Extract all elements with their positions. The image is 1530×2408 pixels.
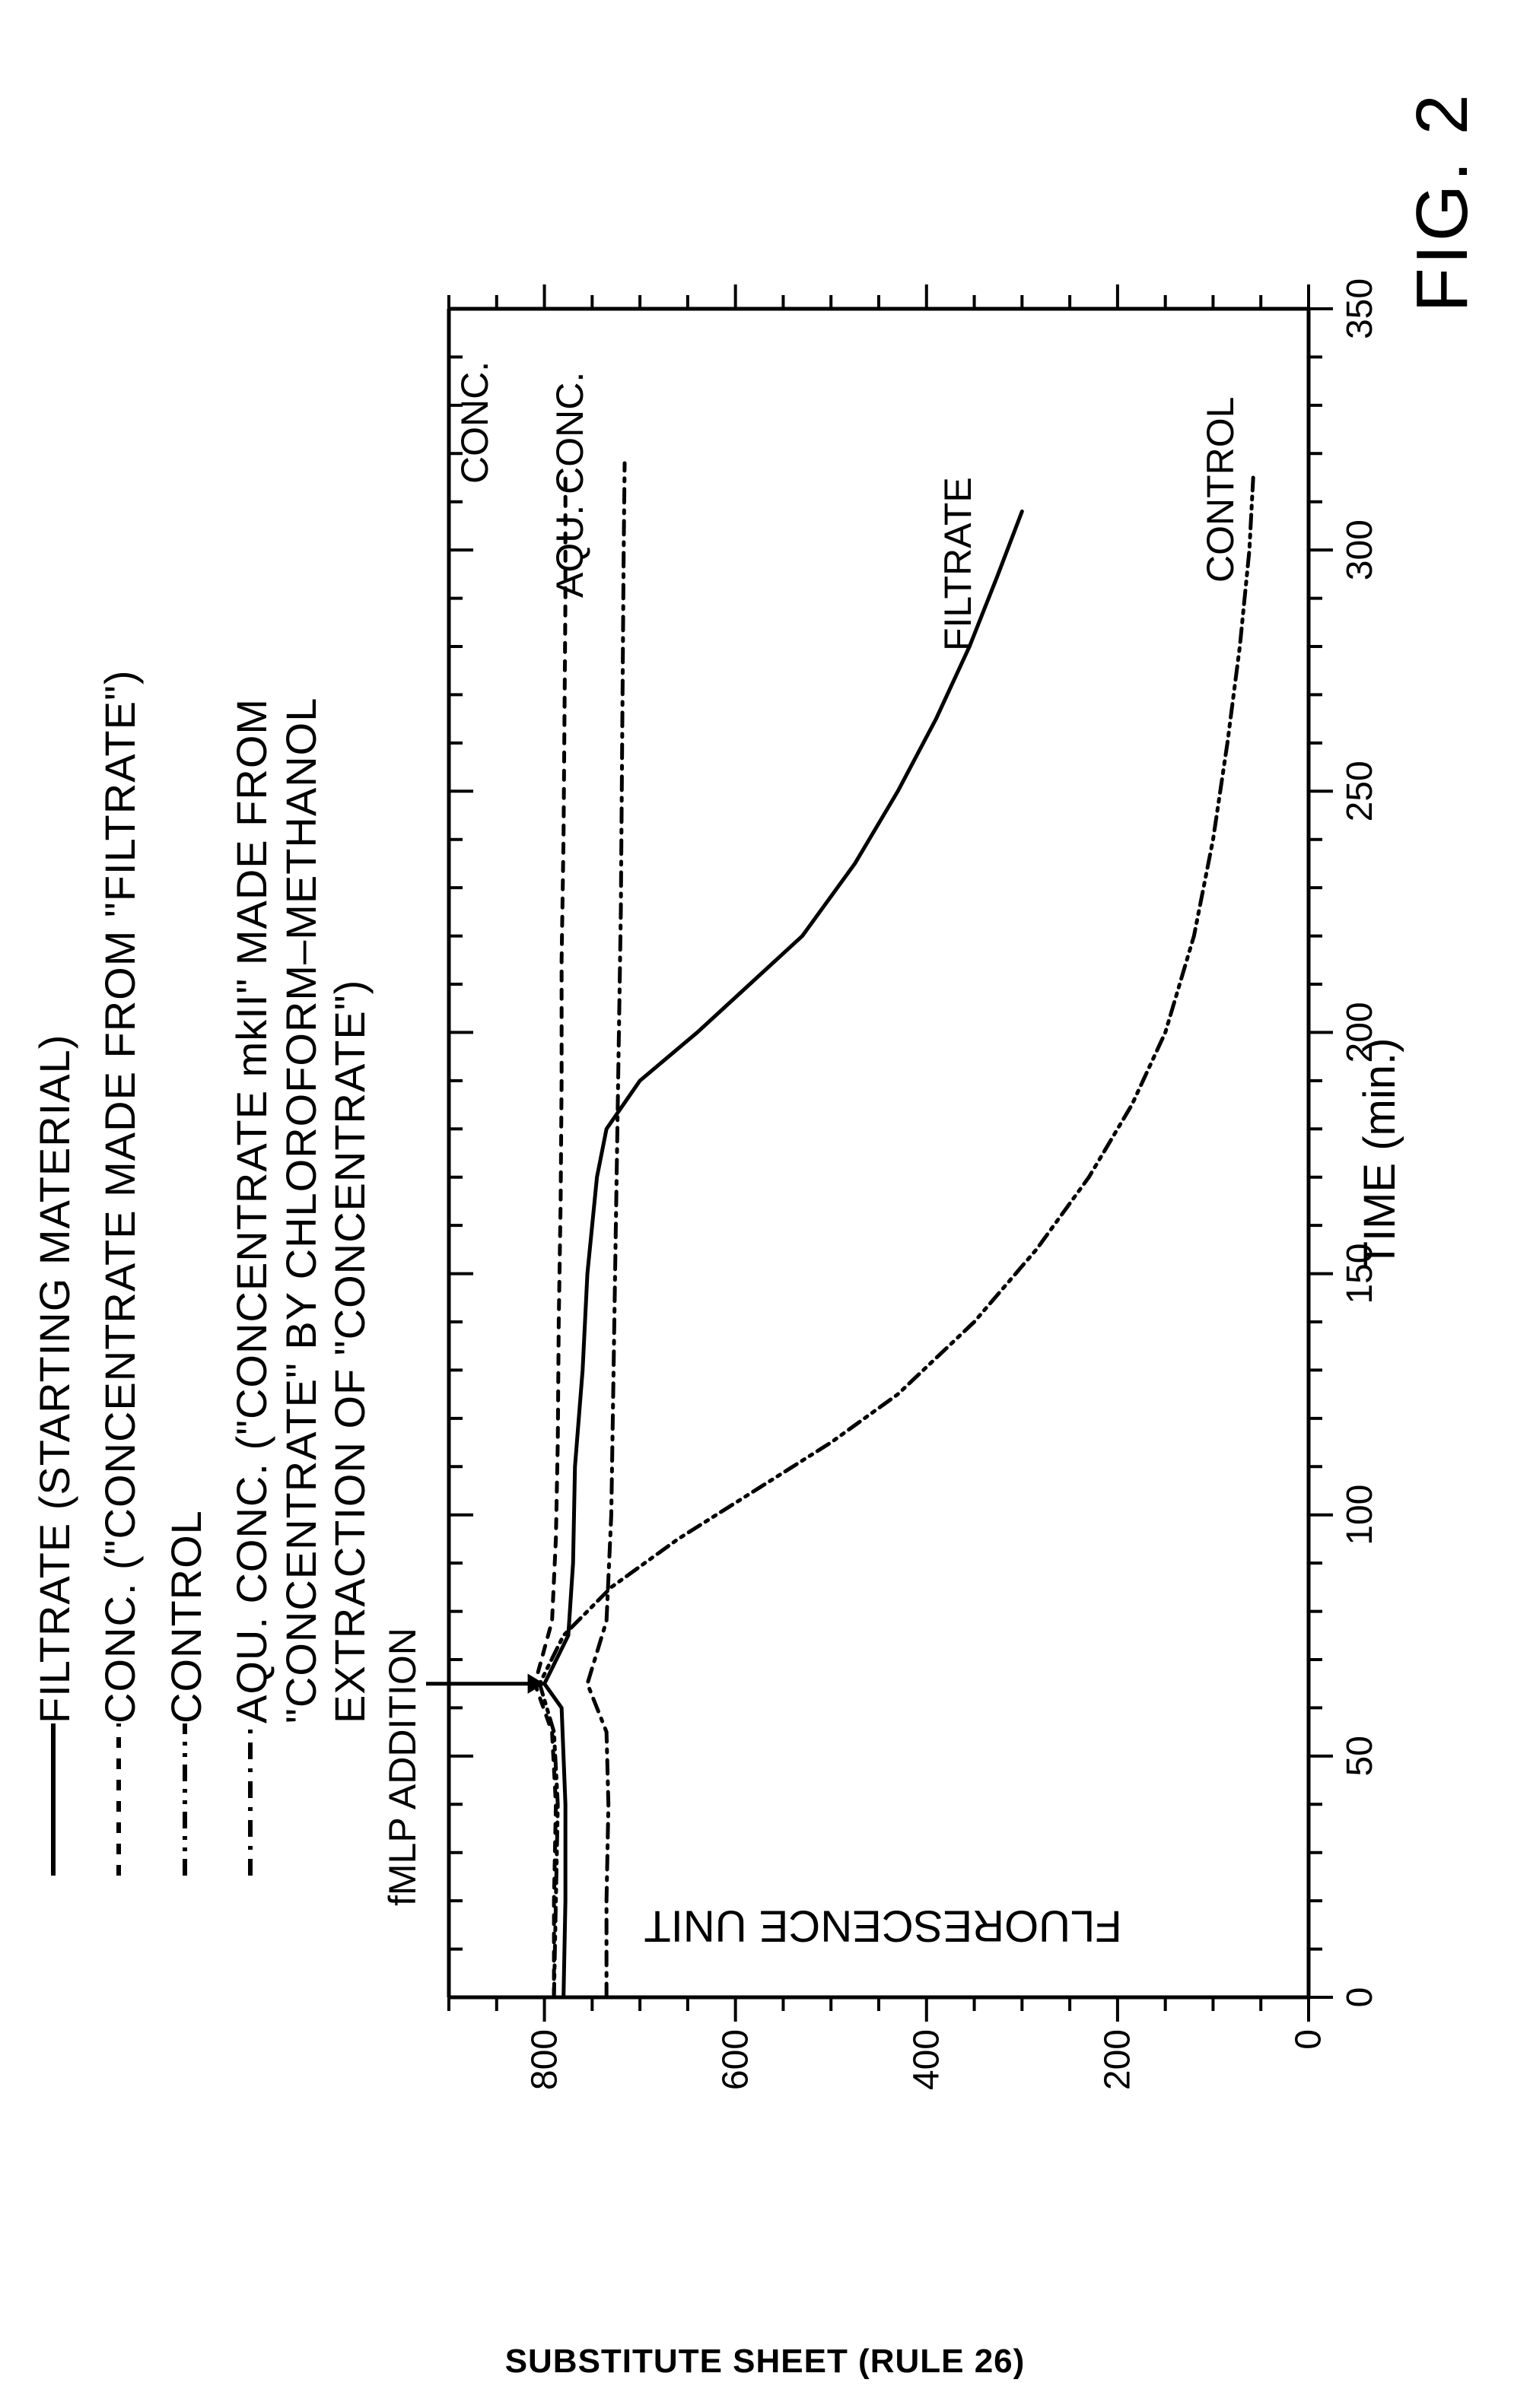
x-tick-label: 250 — [1339, 761, 1381, 821]
series-label-filtrate: FILTRATE — [936, 477, 980, 651]
addition-label: fMLP ADDITION — [380, 1628, 425, 1906]
figure-label: FIG. 2 — [1401, 91, 1484, 313]
legend-swatch-filtrate — [30, 1723, 76, 1876]
legend: FILTRATE (STARTING MATERIAL) CONC. ("CON… — [30, 126, 391, 1876]
y-tick-label: 400 — [905, 2029, 947, 2098]
legend-swatch-aqu-conc — [227, 1723, 273, 1876]
legend-entry-conc: CONC. ("CONCENTRATE MADE FROM "FILTRATE"… — [96, 126, 145, 1876]
series-conc — [535, 478, 565, 1997]
y-tick-label: 200 — [1096, 2029, 1138, 2098]
series-label-aqu-conc: AQU. CONC. — [548, 372, 592, 598]
legend-swatch-conc — [96, 1723, 142, 1876]
footer-text: SUBSTITUTE SHEET (RULE 26) — [0, 2343, 1530, 2381]
series-label-conc: CONC. — [453, 361, 497, 484]
legend-text-control: CONTROL — [162, 1510, 211, 1723]
legend-entry-filtrate: FILTRATE (STARTING MATERIAL) — [30, 126, 79, 1876]
y-tick-label: 800 — [523, 2029, 565, 2098]
series-label-control: CONTROL — [1198, 397, 1242, 583]
x-tick-label: 350 — [1339, 278, 1381, 339]
legend-entry-control: CONTROL — [162, 126, 211, 1876]
x-tick-label: 300 — [1339, 519, 1381, 580]
legend-text-aqu-conc: AQU. CONC. ("CONCENTRATE mkII" MADE FROM… — [227, 697, 374, 1723]
legend-text-conc: CONC. ("CONCENTRATE MADE FROM "FILTRATE"… — [96, 670, 145, 1724]
legend-entry-aqu-conc: AQU. CONC. ("CONCENTRATE mkII" MADE FROM… — [227, 126, 374, 1876]
y-tick-label: 600 — [714, 2029, 756, 2098]
series-control — [539, 478, 1253, 1997]
legend-swatch-control — [162, 1723, 208, 1876]
y-tick-label: 0 — [1288, 2029, 1330, 2098]
landscape-stage: FILTRATE (STARTING MATERIAL) CONC. ("CON… — [0, 0, 1530, 2408]
legend-text-filtrate: FILTRATE (STARTING MATERIAL) — [30, 1034, 79, 1723]
x-tick-label: 200 — [1339, 1002, 1381, 1063]
x-tick-label: 150 — [1339, 1244, 1381, 1304]
x-tick-label: 0 — [1339, 1987, 1381, 2008]
x-tick-label: 50 — [1339, 1736, 1381, 1776]
x-tick-label: 100 — [1339, 1485, 1381, 1546]
page: FILTRATE (STARTING MATERIAL) CONC. ("CON… — [0, 0, 1530, 2408]
